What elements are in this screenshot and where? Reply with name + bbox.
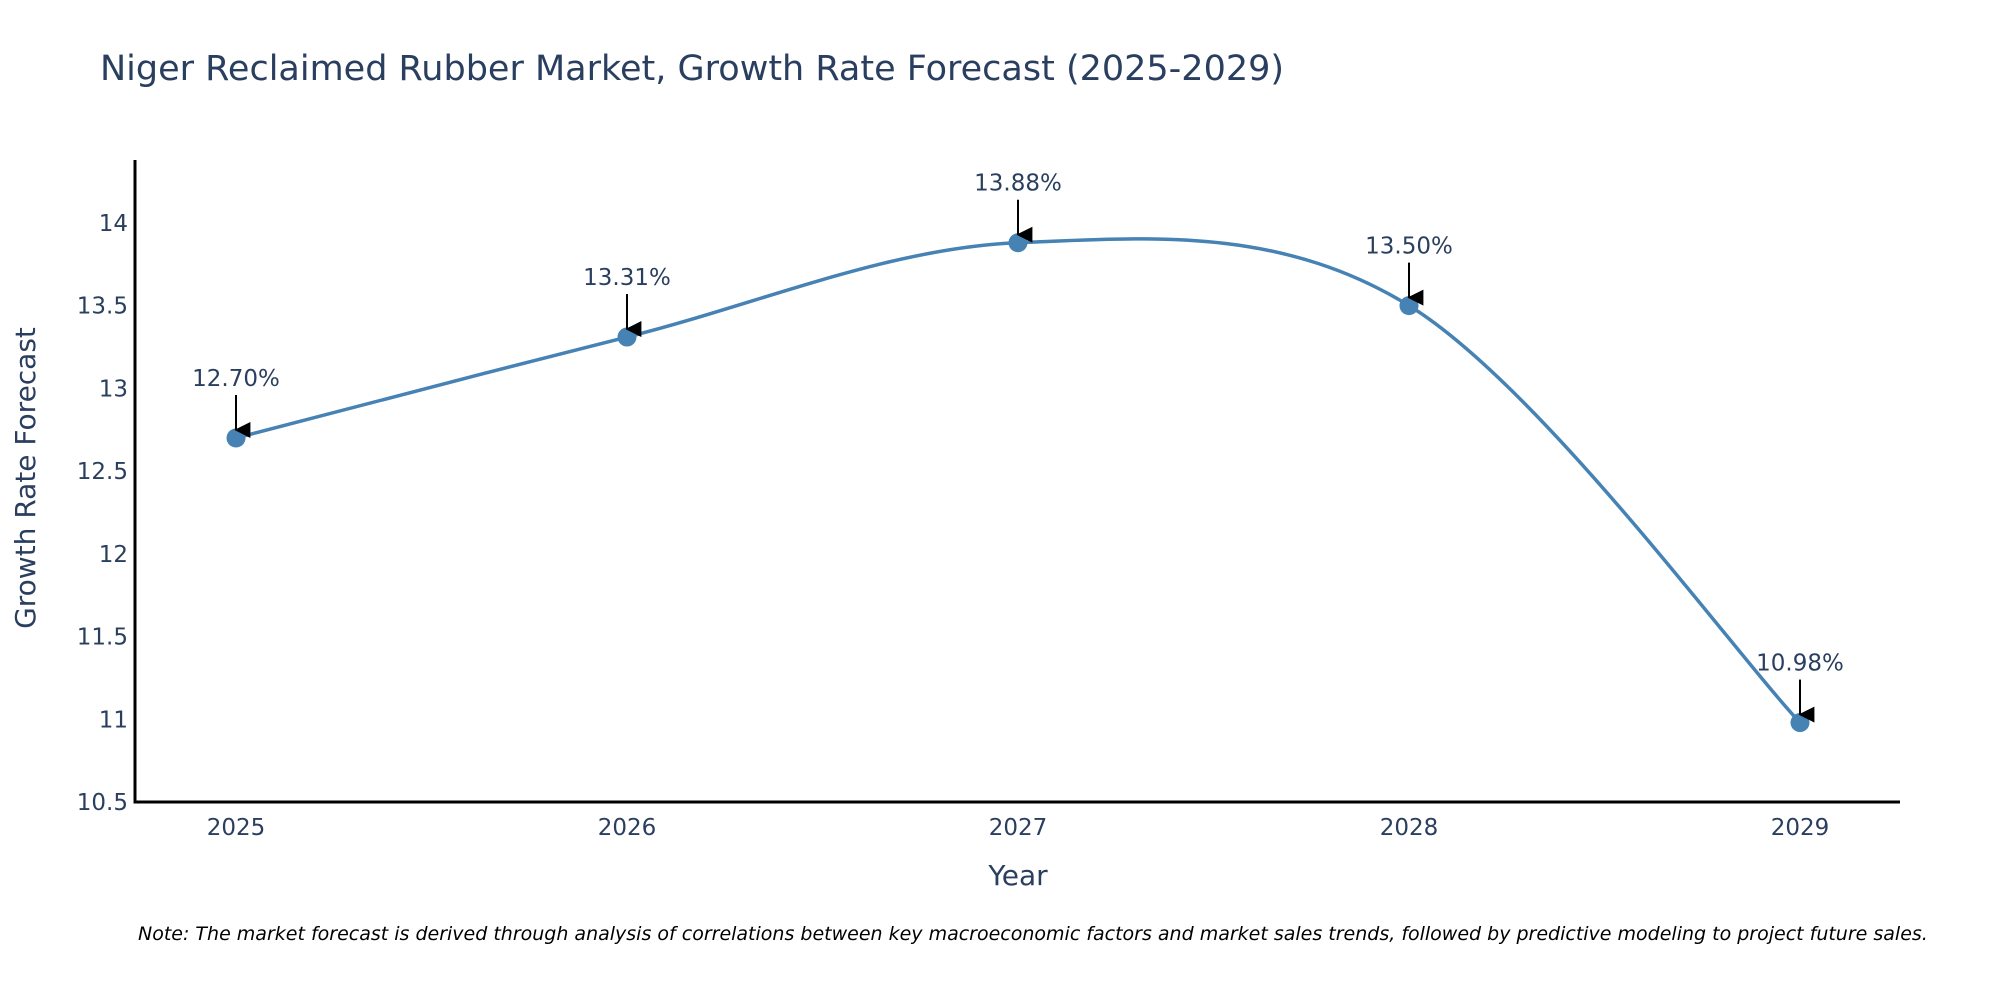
data-point-2027	[1008, 233, 1028, 253]
data-label-2026: 13.31%	[583, 265, 671, 291]
x-axis-title: Year	[987, 859, 1048, 892]
data-points	[226, 233, 1810, 733]
x-tick-label: 2028	[1380, 815, 1439, 841]
data-label-2027: 13.88%	[974, 171, 1062, 197]
y-tick-label: 12.5	[77, 459, 128, 485]
x-tick-label: 2027	[989, 815, 1048, 841]
y-axis-title: Growth Rate Forecast	[9, 327, 42, 629]
series-line	[235, 237, 1802, 724]
footnote: Note: The market forecast is derived thr…	[138, 923, 1928, 945]
data-point-2029	[1790, 713, 1810, 733]
y-tick-label: 12	[99, 542, 128, 568]
y-tick-label: 13.5	[77, 294, 128, 320]
y-tick-label: 14	[99, 211, 128, 237]
data-label-2029: 10.98%	[1756, 651, 1844, 677]
data-label-2028: 13.50%	[1365, 234, 1453, 260]
x-tick-label: 2029	[1771, 815, 1830, 841]
chart-title: Niger Reclaimed Rubber Market, Growth Ra…	[100, 49, 1284, 89]
y-tick-label: 13	[99, 376, 128, 402]
x-tick-label: 2025	[207, 815, 266, 841]
data-point-2026	[617, 327, 637, 347]
x-axis-ticks: 2025 2026 2027 2028 2029	[207, 815, 1830, 841]
data-point-2028	[1399, 296, 1419, 316]
data-point-2025	[226, 428, 246, 448]
y-tick-label: 11.5	[77, 625, 128, 651]
data-annotations: 12.70% 13.31% 13.88% 13.50% 10.98%	[192, 171, 1844, 723]
y-axis-ticks: 10.5 11 11.5 12 12.5 13 13.5 14	[77, 211, 128, 816]
y-tick-label: 10.5	[77, 790, 128, 816]
x-tick-label: 2026	[598, 815, 657, 841]
data-label-2025: 12.70%	[192, 366, 280, 392]
y-tick-label: 11	[99, 707, 128, 733]
